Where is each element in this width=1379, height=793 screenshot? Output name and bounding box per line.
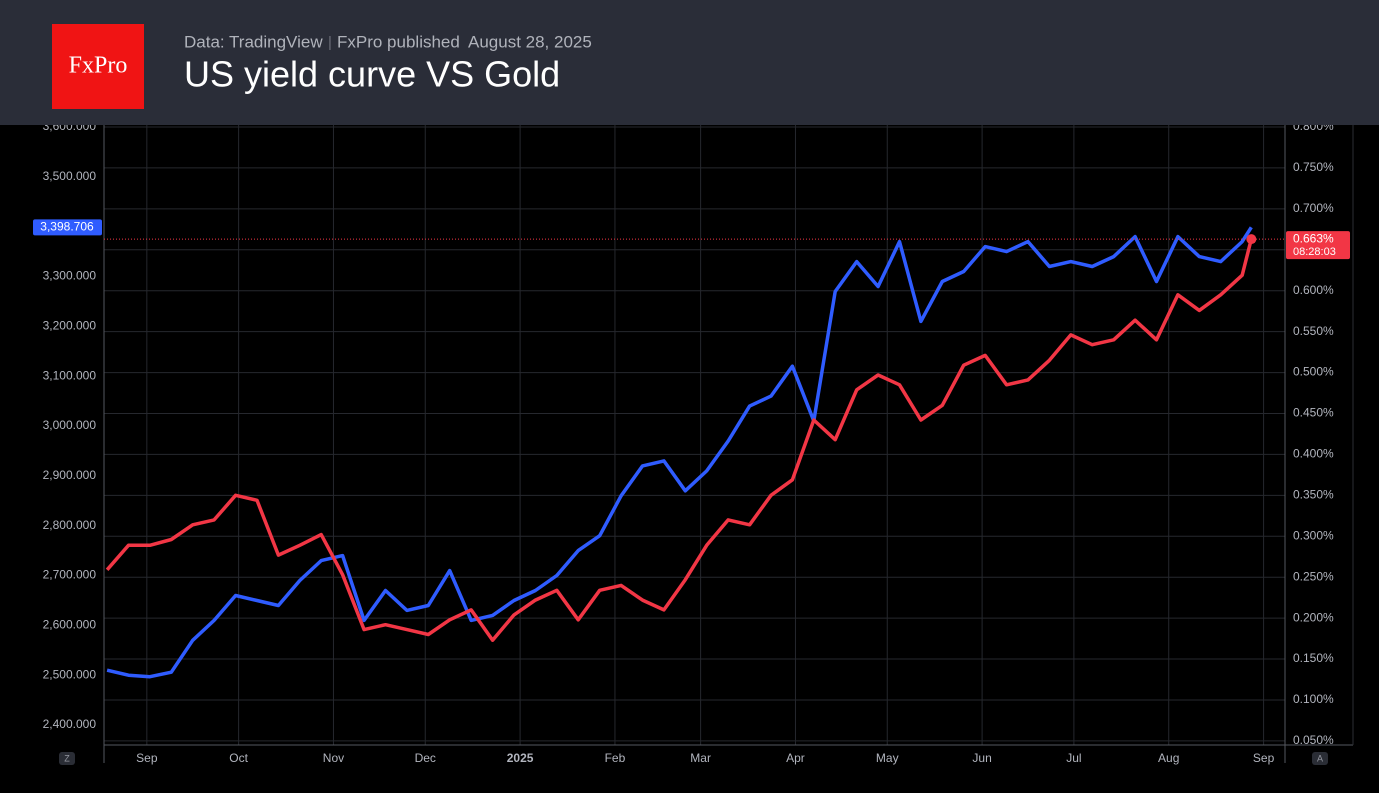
logo-text: FxPro bbox=[69, 53, 128, 79]
y-tick-label: 3,100.000 bbox=[43, 368, 97, 382]
price-label: 0.663% bbox=[1293, 231, 1334, 245]
x-tick-label: Sep bbox=[136, 751, 158, 765]
x-tick-label: Jul bbox=[1066, 751, 1081, 765]
price-label: 3,398.706 bbox=[40, 219, 94, 233]
y-tick-label: 3,300.000 bbox=[43, 269, 97, 283]
y-tick-label: 2,700.000 bbox=[43, 568, 97, 582]
x-tick-label: May bbox=[876, 751, 899, 765]
y-tick-label: 3,200.000 bbox=[43, 319, 97, 333]
x-tick-label: Feb bbox=[605, 751, 626, 765]
y2-tick-label: 0.550% bbox=[1293, 324, 1334, 338]
y-tick-label: 2,400.000 bbox=[43, 717, 97, 731]
x-tick-label: Sep bbox=[1253, 751, 1275, 765]
y-tick-label: 3,500.000 bbox=[43, 169, 97, 183]
chart-title: US yield curve VS Gold bbox=[184, 54, 560, 95]
x-tick-label: Dec bbox=[415, 751, 436, 765]
x-tick-label: Nov bbox=[323, 751, 344, 765]
y2-tick-label: 0.400% bbox=[1293, 447, 1334, 461]
scale-button[interactable] bbox=[1312, 752, 1328, 765]
y2-tick-label: 0.500% bbox=[1293, 365, 1334, 379]
x-tick-label: Aug bbox=[1158, 751, 1179, 765]
x-tick-label: Mar bbox=[690, 751, 711, 765]
publisher: FxPro published bbox=[337, 32, 460, 51]
y-tick-label: 3,000.000 bbox=[43, 418, 97, 432]
y2-tick-label: 0.050% bbox=[1293, 733, 1334, 747]
y2-tick-label: 0.150% bbox=[1293, 651, 1334, 665]
scale-button-label[interactable]: Z bbox=[64, 753, 70, 763]
price-label-box bbox=[33, 219, 102, 236]
y-tick-label: 2,800.000 bbox=[43, 518, 97, 532]
x-tick-label: Jun bbox=[972, 751, 991, 765]
y-tick-label: 2,900.000 bbox=[43, 468, 97, 482]
x-tick-label: Apr bbox=[786, 751, 805, 765]
y2-tick-label: 0.700% bbox=[1293, 201, 1334, 215]
y2-tick-label: 0.350% bbox=[1293, 488, 1334, 502]
y2-tick-label: 0.250% bbox=[1293, 569, 1334, 583]
scale-button-label[interactable]: A bbox=[1317, 753, 1323, 763]
header-bar bbox=[0, 0, 1379, 125]
countdown: 08:28:03 bbox=[1293, 246, 1336, 258]
price-label-box bbox=[1286, 231, 1350, 260]
plot-area: 2,400.000 2,500.000 2,600.000 2,700.000 2,80… bbox=[33, 119, 1354, 765]
y2-tick-label: 0.100% bbox=[1293, 692, 1334, 706]
line bbox=[105, 238, 1253, 642]
y2-tick-label: 0.750% bbox=[1293, 160, 1334, 174]
scale-button[interactable] bbox=[59, 752, 75, 765]
y2-tick-label: 0.200% bbox=[1293, 610, 1334, 624]
y2-tick-label: 0.450% bbox=[1293, 406, 1334, 420]
y-tick-label: 2,500.000 bbox=[43, 667, 97, 681]
x-tick-label: Oct bbox=[229, 751, 248, 765]
separator: | bbox=[328, 34, 332, 51]
y2-tick-label: 0.300% bbox=[1293, 528, 1334, 542]
x-tick-label: 2025 bbox=[507, 751, 534, 765]
publish-date: August 28, 2025 bbox=[468, 32, 592, 51]
line bbox=[106, 226, 1253, 679]
source: Data: TradingView bbox=[184, 32, 323, 51]
last-point bbox=[1246, 234, 1257, 245]
logo bbox=[52, 24, 144, 109]
y2-tick-label: 0.600% bbox=[1293, 283, 1334, 297]
y-tick-label: 2,600.000 bbox=[43, 618, 97, 632]
